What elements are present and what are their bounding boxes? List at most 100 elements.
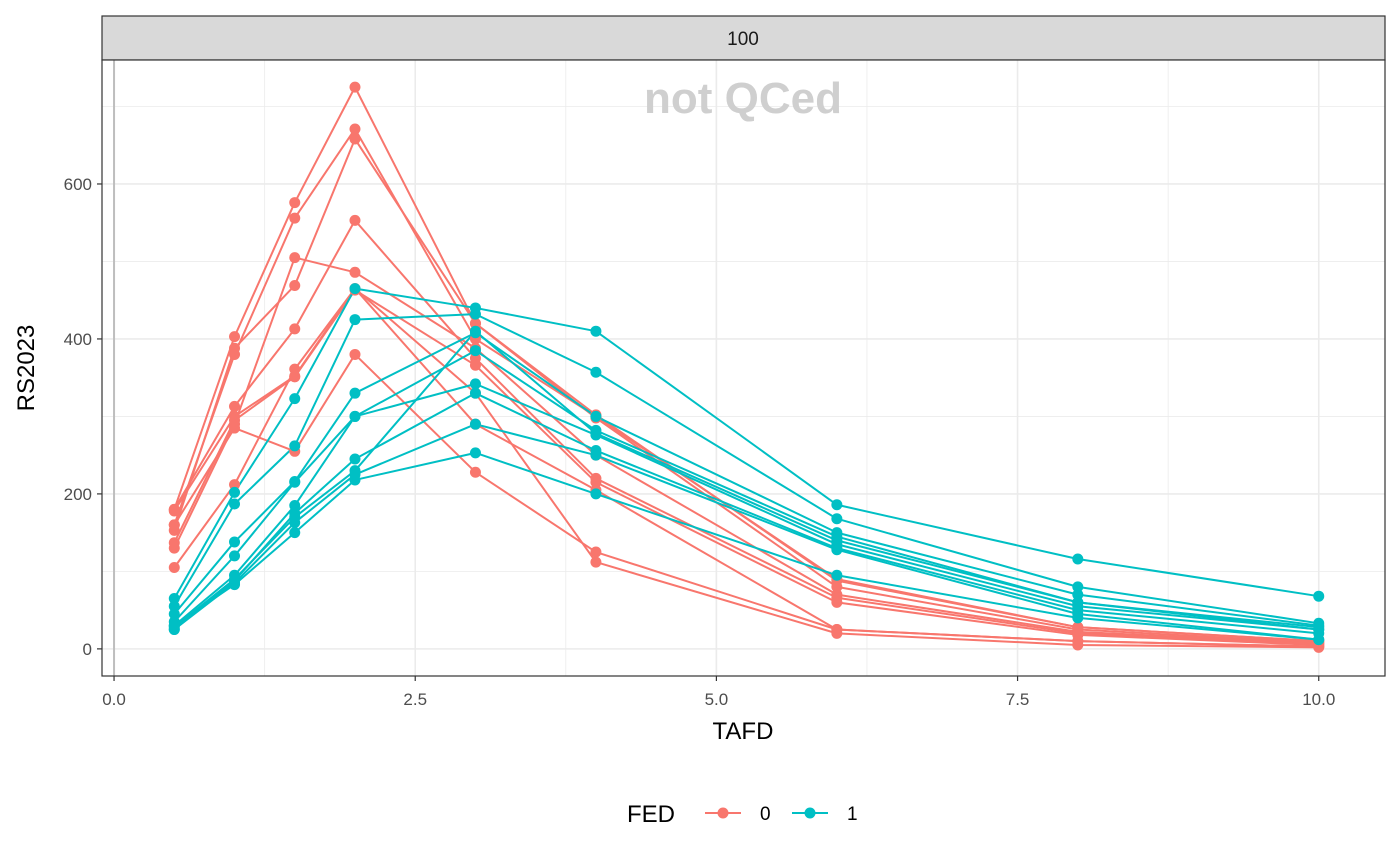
data-point-fed0-5-0 [168,537,180,549]
x-axis: 0.0 2.5 5.0 7.5 10.0 [102,676,1335,709]
watermark-text: not QCed [644,74,842,123]
data-point-fed1-17-7 [1072,596,1084,608]
data-point-fed1-15-4 [469,418,481,430]
legend-label-1: 1 [847,804,858,825]
y-axis: 0 200 400 600 [64,175,102,659]
x-tick-label: 10.0 [1302,690,1335,709]
data-point-fed1-11-7 [1072,589,1084,601]
data-point-fed1-10-6 [831,513,843,525]
data-point-fed0-2-2 [289,279,301,291]
x-tick-label: 5.0 [705,690,729,709]
data-point-fed0-8-0 [168,505,180,517]
data-point-fed1-9-7 [1072,553,1084,565]
data-point-fed0-4-2 [289,323,301,335]
data-point-fed0-2-1 [229,342,241,354]
data-point-fed0-8-7 [1072,639,1084,651]
data-point-fed1-14-3 [349,453,361,465]
data-point-fed1-10-0 [168,600,180,612]
data-point-fed1-16-7 [1072,612,1084,624]
data-point-fed0-3-2 [289,252,301,264]
data-point-fed1-13-2 [289,500,301,512]
data-point-fed1-16-5 [590,488,602,500]
data-point-fed0-6-0 [168,562,180,574]
data-point-fed0-1-3 [349,123,361,135]
data-point-fed1-17-6 [831,534,843,546]
data-point-fed1-10-7 [1072,581,1084,593]
plot-panel-border [101,59,1386,677]
data-point-fed1-9-0 [168,593,180,605]
data-point-fed0-5-5 [590,476,602,488]
facet-strip-label: 100 [727,29,759,50]
data-point-fed1-9-5 [590,325,602,337]
data-point-fed1-17-0 [168,621,180,633]
data-point-fed1-17-1 [229,573,241,585]
data-point-fed0-8-5 [590,556,602,568]
data-point-fed0-8-8 [1313,641,1325,653]
data-point-fed1-15-6 [831,544,843,556]
data-point-fed1-10-2 [289,440,301,452]
data-point-fed0-7-3 [349,348,361,360]
data-point-fed1-14-4 [469,387,481,399]
data-point-fed0-8-1 [229,410,241,422]
data-point-fed0-4-1 [229,400,241,412]
data-point-fed1-17-2 [289,511,301,523]
x-tick-label: 2.5 [403,690,427,709]
data-point-fed1-11-3 [349,387,361,399]
data-point-fed1-16-3 [349,474,361,486]
data-point-fed1-11-0 [168,608,180,620]
legend-key-point-0 [717,807,729,819]
data-point-fed1-17-5 [590,427,602,439]
data-point-fed0-7-0 [168,519,180,531]
data-point-fed0-8-2 [289,370,301,382]
data-point-fed0-2-3 [349,133,361,145]
data-point-fed0-7-1 [229,422,241,434]
data-point-fed1-13-3 [349,410,361,422]
minor-gridlines [102,60,1385,676]
data-point-fed1-17-4 [469,325,481,337]
data-point-fed0-3-3 [349,266,361,278]
data-point-fed1-13-4 [469,378,481,390]
data-point-fed0-8-6 [831,627,843,639]
data-point-fed1-9-8 [1313,590,1325,602]
data-point-fed1-11-5 [590,410,602,422]
x-tick-label: 0.0 [102,690,126,709]
x-tick-label: 7.5 [1006,690,1030,709]
data-point-fed1-17-8 [1313,624,1325,636]
data-point-fed0-7-5 [590,546,602,558]
data-point-fed1-10-4 [469,308,481,320]
legend-label-0: 0 [760,804,771,825]
legend-title: FED [627,801,675,828]
data-point-fed0-2-6 [831,581,843,593]
x-axis-title: TAFD [713,718,774,745]
data-point-fed1-9-1 [229,486,241,498]
data-point-fed1-10-5 [590,366,602,378]
data-point-fed1-16-2 [289,527,301,539]
data-point-fed0-5-6 [831,596,843,608]
data-point-fed0-0-2 [289,197,301,209]
data-point-fed1-10-1 [229,498,241,510]
legend-key-point-1 [804,807,816,819]
data-point-fed0-0-3 [349,81,361,93]
data-point-fed1-12-4 [469,345,481,357]
facet-strip [101,15,1386,61]
data-point-fed1-16-4 [469,447,481,459]
data-point-fed0-5-4 [469,359,481,371]
data-point-fed0-1-2 [289,212,301,224]
data-point-fed1-12-1 [229,550,241,562]
data-point-fed1-16-8 [1313,634,1325,646]
data-point-fed1-12-2 [289,476,301,488]
data-point-fed1-16-6 [831,569,843,581]
y-tick-label: 600 [64,175,92,194]
data-point-fed1-9-2 [289,393,301,405]
series-points [168,81,1325,653]
data-point-fed1-10-3 [349,314,361,326]
data-point-fed0-4-3 [349,214,361,226]
y-tick-label: 200 [64,485,92,504]
y-tick-label: 400 [64,330,92,349]
data-point-fed1-9-6 [831,499,843,511]
y-tick-label: 0 [83,640,92,659]
data-point-fed0-2-4 [469,317,481,329]
